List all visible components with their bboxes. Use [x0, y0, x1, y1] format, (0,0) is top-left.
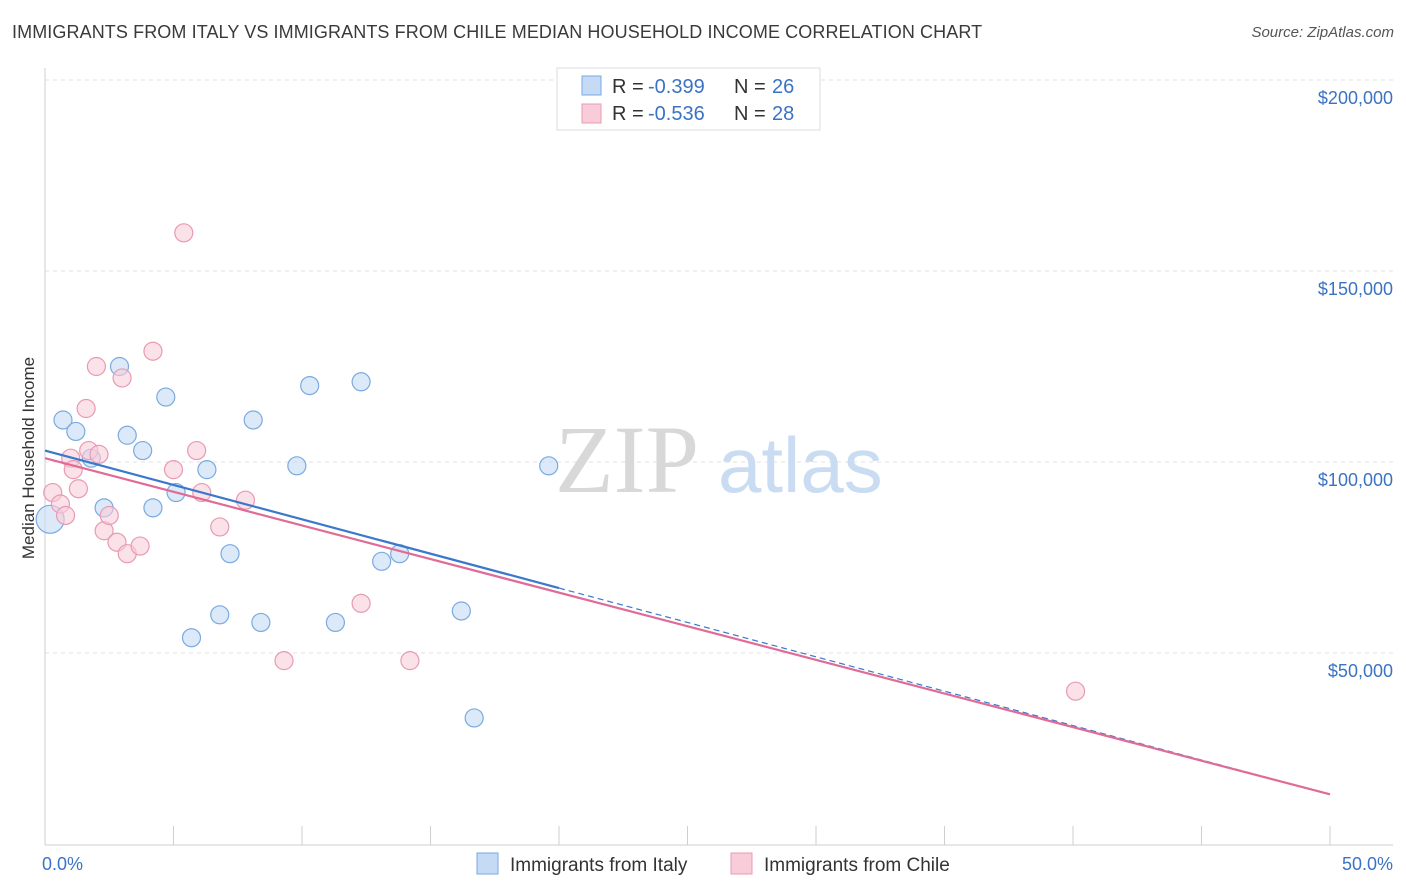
- y-tick-label-1: $150,000: [1318, 279, 1393, 299]
- legend-italy-r-value: -0.399: [648, 76, 705, 98]
- point-chile-17: [163, 460, 184, 480]
- point-chile-8: [86, 356, 107, 377]
- series-legend-chile: Immigrants from Chile: [764, 855, 950, 876]
- point-chile-25: [400, 651, 420, 671]
- point-italy-21: [372, 551, 392, 571]
- point-italy-8: [143, 498, 163, 518]
- series-legend-swatch-italy: [476, 852, 499, 875]
- gridlines: [45, 79, 1393, 654]
- point-chile-16: [143, 341, 163, 361]
- legend-chile-n-label: N =: [734, 103, 766, 125]
- point-italy-9: [156, 387, 176, 407]
- legend-italy-n-value: 26: [772, 76, 794, 98]
- point-italy-25: [539, 456, 559, 476]
- legend-italy-r-label: R =: [612, 76, 644, 98]
- source-label: Source: ZipAtlas.com: [1251, 24, 1394, 41]
- axes: [44, 68, 1393, 846]
- point-chile-2: [55, 505, 76, 526]
- trend-line-chile: [44, 457, 1331, 796]
- point-italy-13: [210, 605, 230, 625]
- x-tick-right: 50.0%: [1342, 854, 1393, 874]
- legend-chile-r-value: -0.536: [648, 103, 705, 125]
- watermark-atlas: atlas: [718, 421, 883, 509]
- point-italy-17: [287, 456, 307, 476]
- point-italy-23: [451, 601, 471, 621]
- point-italy-16: [251, 612, 271, 633]
- correlation-legend: R = -0.399 N = 26 R = -0.536 N = 28: [556, 67, 821, 131]
- point-chile-15: [130, 536, 150, 556]
- watermark: ZIP atlas: [555, 406, 883, 513]
- point-italy-6: [117, 425, 137, 445]
- point-italy-19: [325, 612, 346, 633]
- point-chile-26: [1065, 681, 1086, 701]
- point-chile-5: [68, 479, 89, 499]
- point-chile-9: [89, 444, 109, 464]
- legend-chile-n-value: 28: [772, 103, 794, 125]
- series-legend-swatch-chile: [730, 852, 753, 875]
- y-tick-label-0: $200,000: [1318, 88, 1393, 108]
- point-italy-14: [220, 544, 240, 564]
- point-italy-20: [351, 372, 371, 392]
- trend-line-italy: [44, 449, 560, 590]
- point-chile-11: [99, 505, 119, 526]
- point-chile-23: [274, 651, 294, 671]
- legend-swatch-chile: [581, 103, 602, 124]
- chart-title: IMMIGRANTS FROM ITALY VS IMMIGRANTS FROM…: [12, 22, 983, 42]
- point-italy-11: [181, 628, 202, 648]
- point-italy-2: [66, 421, 86, 442]
- series-legend-italy: Immigrants from Italy: [510, 855, 688, 876]
- y-tick-labels: $200,000 $150,000 $100,000 $50,000: [1318, 88, 1393, 681]
- trend-lines: [44, 449, 1331, 796]
- y-axis-label: Median Household Income: [19, 357, 38, 559]
- point-italy-1: [53, 410, 73, 430]
- point-italy-24: [464, 708, 484, 728]
- point-italy-18: [300, 376, 320, 396]
- point-italy-7: [133, 440, 153, 461]
- watermark-zip: ZIP: [555, 406, 699, 513]
- legend-chile-r-label: R =: [612, 103, 644, 125]
- y-tick-label-2: $100,000: [1318, 470, 1393, 490]
- point-chile-21: [210, 517, 230, 537]
- point-italy-12: [197, 460, 217, 480]
- y-tick-label-3: $50,000: [1328, 661, 1393, 681]
- legend-swatch-italy: [581, 75, 602, 96]
- point-chile-6: [76, 398, 96, 419]
- x-tick-left: 0.0%: [42, 854, 83, 874]
- x-tick-labels: 0.0% 50.0%: [42, 854, 1393, 874]
- legend-italy-n-label: N =: [734, 76, 766, 98]
- point-chile-13: [112, 368, 132, 388]
- point-italy-15: [243, 410, 263, 430]
- data-points: [35, 223, 1086, 728]
- point-chile-19: [187, 440, 207, 461]
- point-chile-18: [174, 223, 194, 243]
- point-chile-24: [351, 593, 371, 613]
- series-legend: Immigrants from Italy Immigrants from Ch…: [476, 852, 950, 876]
